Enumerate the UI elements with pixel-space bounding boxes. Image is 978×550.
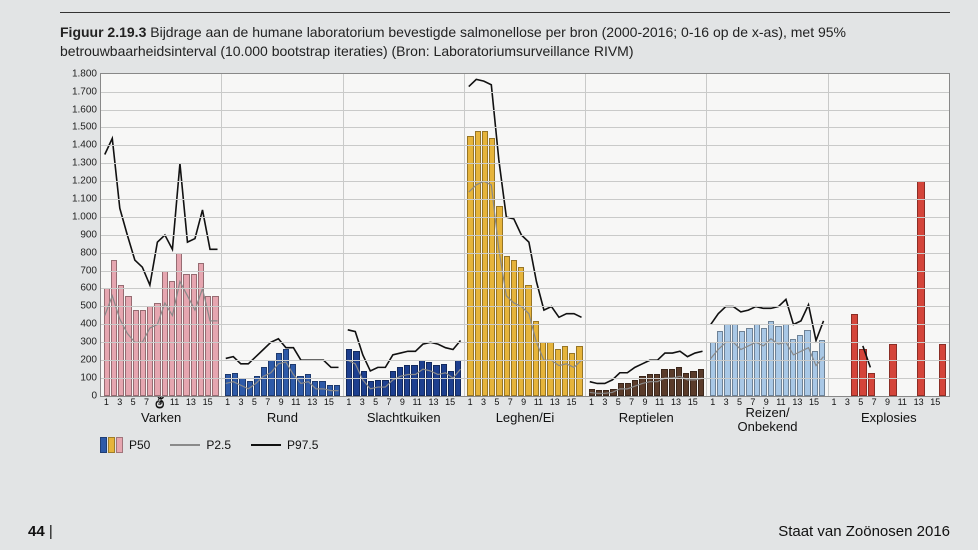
plot-area: 13579111315Varken13579111315Rund13579111… [100,73,950,397]
panel-label: Slachtkuiken [344,410,464,425]
y-tick: 600 [80,283,101,294]
panel-label: Reizen/Onbekend [707,406,827,435]
y-tick: 900 [80,229,101,240]
y-tick: 1.200 [72,176,101,187]
legend-p50-label: P50 [129,438,150,452]
y-tick: 500 [80,301,101,312]
legend-p975-line [251,444,281,446]
y-tick: 1.400 [72,140,101,151]
page-footer: 44 | Staat van Zoönosen 2016 [28,523,950,540]
legend-p975-label: P97.5 [287,438,318,452]
y-tick: 1.600 [72,104,101,115]
y-tick: 1.700 [72,86,101,97]
panel-label: Reptielen [586,410,706,425]
y-tick: 1.000 [72,211,101,222]
legend-p25-line [170,444,200,446]
panel-label: Varken [101,410,221,425]
y-tick: 1.300 [72,158,101,169]
caption-body: Bijdrage aan de humane laboratorium beve… [60,24,846,59]
chart: Geschatte bron van humane isolaten (#), … [60,73,950,453]
legend: P50 P2.5 P97.5 [100,437,318,453]
y-tick: 1.800 [72,68,101,79]
y-tick: 1.500 [72,122,101,133]
footer-source: Staat van Zoönosen 2016 [778,523,950,540]
legend-bars-icon [100,437,123,453]
y-tick: 200 [80,355,101,366]
y-tick: 300 [80,337,101,348]
y-tick: 400 [80,319,101,330]
panel-label: Leghen/Ei [465,410,585,425]
panel-label: Rund [222,410,342,425]
figure-caption: Figuur 2.19.3 Bijdrage aan de humane lab… [60,23,950,61]
legend-p25-label: P2.5 [206,438,231,452]
y-tick: 700 [80,265,101,276]
panel-label: Explosies [829,410,949,425]
y-tick: 800 [80,247,101,258]
page-number: 44 [28,523,45,540]
caption-prefix: Figuur 2.19.3 [60,24,146,40]
y-tick: 0 [91,390,101,401]
y-tick: 1.100 [72,194,101,205]
y-tick: 100 [80,372,101,383]
